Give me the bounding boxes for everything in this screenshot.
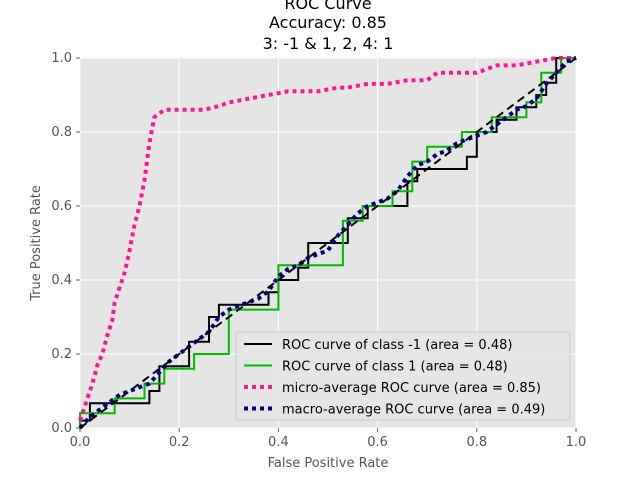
x-axis-label: False Positive Rate [268, 456, 389, 471]
legend-label-2: micro-average ROC curve (area = 0.85) [282, 381, 541, 396]
y-tick-label: 0.6 [51, 199, 72, 214]
series-line-0 [79, 57, 576, 428]
y-tick-label: 1.0 [51, 51, 72, 66]
y-axis-label: True Positive Rate [29, 185, 44, 302]
x-tick-label: 1.0 [566, 435, 587, 450]
x-tick-label: 0.2 [169, 435, 190, 450]
y-tick-label: 0.2 [51, 347, 72, 362]
series-line-1 [79, 57, 576, 428]
chart-title-line-2: Accuracy: 0.85 [269, 13, 387, 32]
series-line-2 [78, 56, 576, 422]
y-tick-label: 0.0 [51, 421, 72, 436]
legend: ROC curve of class -1 (area = 0.48) ROC c… [235, 331, 571, 421]
series-layer [78, 56, 577, 430]
legend-label-1: ROC curve of class 1 (area = 0.48) [282, 360, 508, 375]
y-tick-label: 0.8 [51, 125, 72, 140]
x-tick-label: 0.8 [466, 435, 487, 450]
x-tick-label: 0.0 [70, 435, 91, 450]
y-tick-label: 0.4 [51, 273, 72, 288]
legend-label-3: macro-average ROC curve (area = 0.49) [282, 403, 545, 418]
series-line-3 [78, 56, 577, 430]
axis-ticks: 0.0 0.2 0.4 0.6 0.8 1.0 0.0 0.2 0.4 0.6 0.8 1.0 [51, 51, 586, 450]
legend-box [235, 331, 571, 421]
x-tick-label: 0.4 [268, 435, 289, 450]
chart-title-line-3: 3: -1 & 1, 2, 4: 1 [263, 34, 394, 53]
legend-label-0: ROC curve of class -1 (area = 0.48) [282, 338, 512, 353]
x-tick-label: 0.6 [367, 435, 388, 450]
chart-title-line-1: ROC Curve [284, 0, 371, 13]
